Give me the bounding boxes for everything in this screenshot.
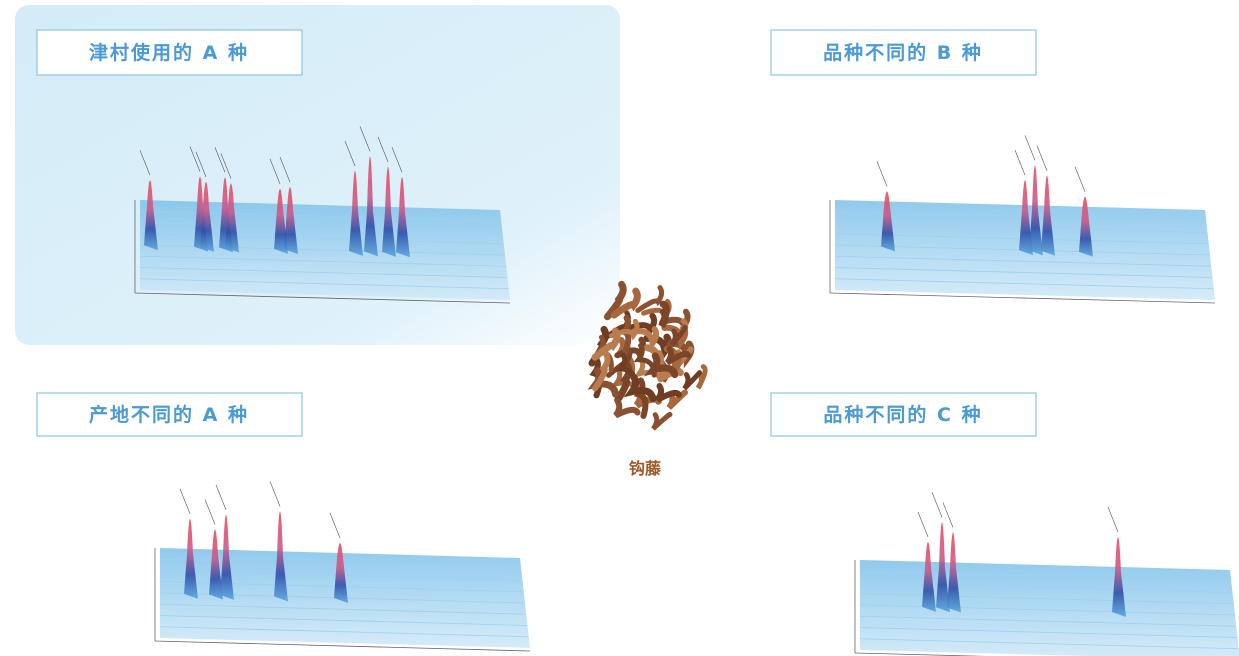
leader (918, 512, 928, 537)
root (653, 414, 670, 428)
leader (270, 481, 280, 506)
root (638, 288, 662, 311)
leader (205, 500, 215, 525)
root (698, 367, 705, 388)
center-label: 钩藤 (629, 459, 662, 478)
root (616, 401, 638, 415)
root (661, 304, 666, 326)
leader (932, 492, 942, 517)
leader (1108, 507, 1118, 532)
leader (1075, 167, 1085, 192)
panel-label: 品种不同的 B 种 (823, 41, 983, 64)
leader (943, 503, 953, 528)
chromatogram (155, 481, 530, 651)
page: 津村使用的 A 种 品种不同的 B 种 产地不同的 A 种 品种不同的 C 种 … (0, 0, 1239, 656)
panel-label: 品种不同的 C 种 (823, 403, 982, 426)
panel-label: 产地不同的 A 种 (89, 403, 249, 426)
plane (860, 560, 1239, 656)
leader (216, 485, 226, 510)
panel-label: 津村使用的 A 种 (89, 41, 249, 64)
infographic: 津村使用的 A 种 品种不同的 B 种 产地不同的 A 种 品种不同的 C 种 … (0, 0, 1239, 656)
leader (180, 489, 190, 514)
leader (1037, 146, 1047, 171)
chromatogram (830, 135, 1215, 303)
chromatogram (855, 492, 1239, 656)
leader (330, 513, 340, 538)
leader (1015, 150, 1025, 175)
root (628, 316, 654, 330)
leader (877, 161, 887, 186)
leader (1025, 135, 1035, 160)
